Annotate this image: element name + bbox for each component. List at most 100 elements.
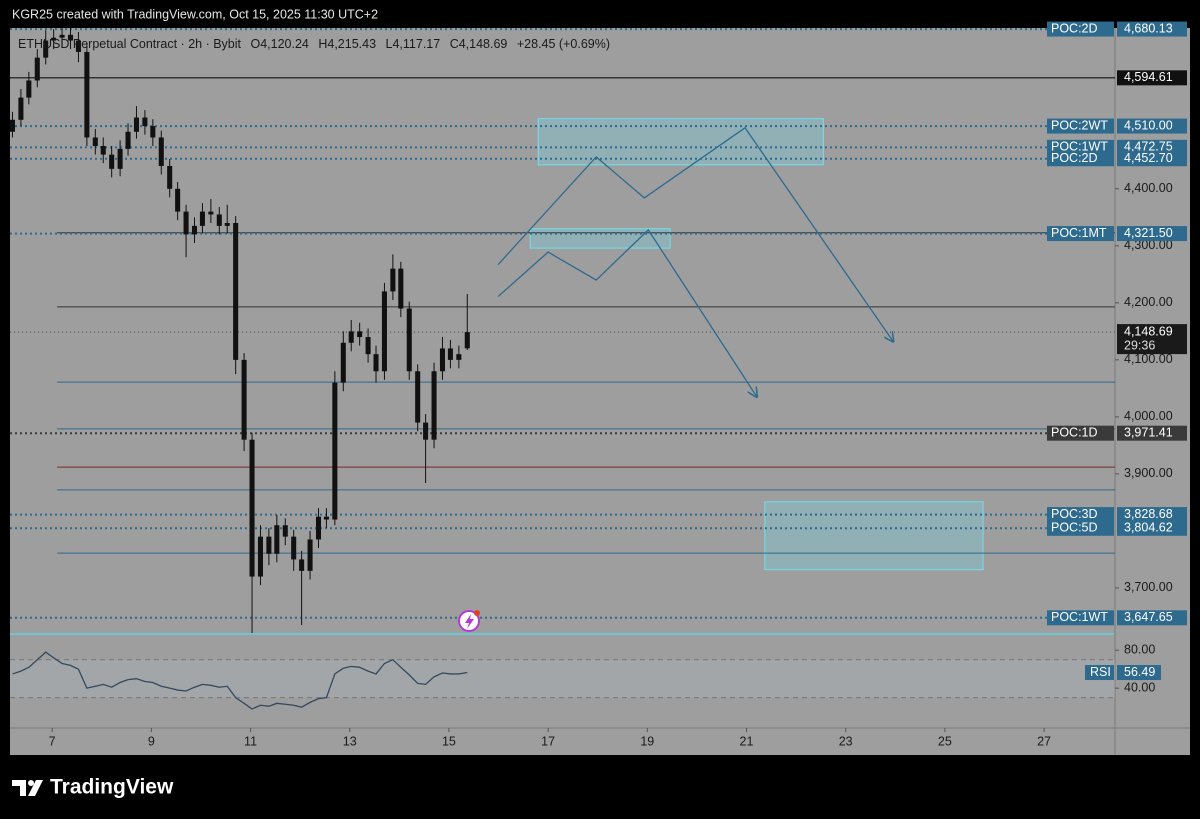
y-tick-label: 4,400.00: [1124, 181, 1173, 195]
x-tick-label: 13: [343, 734, 357, 748]
level-value: 3,647.65: [1124, 610, 1173, 624]
main-pane: [10, 28, 1115, 633]
candle-body: [67, 34, 74, 41]
y-tick-label: 4,200.00: [1124, 295, 1173, 309]
legend-low: L4,117.17: [386, 37, 441, 51]
x-tick-label: 23: [839, 734, 853, 748]
candle-body: [464, 332, 470, 349]
legend-open: O4,120.24: [250, 37, 308, 51]
x-tick-label: 15: [442, 734, 456, 748]
candle-body: [456, 354, 462, 360]
candle-body: [299, 559, 305, 571]
level-name: POC:2D: [1051, 151, 1098, 165]
level-value-box: [1117, 507, 1187, 523]
candle-body: [323, 516, 329, 520]
rsi-pane: [10, 651, 1115, 710]
candle-body: [216, 214, 222, 226]
candle-body: [175, 188, 181, 212]
candle-body: [133, 117, 139, 132]
level-name: POC:1WT: [1051, 610, 1108, 624]
rsi-line: [12, 651, 468, 710]
level-value: 4,472.75: [1124, 140, 1173, 154]
candle-body: [340, 342, 346, 383]
level-value-box: [1117, 118, 1187, 134]
projection: [497, 228, 757, 397]
candle-body: [373, 354, 379, 372]
candle-body: [208, 211, 214, 215]
level-name-box: [1047, 610, 1114, 626]
level-name-box: [1047, 151, 1114, 167]
candle-body: [167, 165, 173, 189]
zone: [764, 501, 984, 571]
countdown: 29:36: [1124, 338, 1155, 352]
level-name-box: [1047, 21, 1114, 37]
level-name: POC:1D: [1051, 425, 1098, 439]
y-tick-label: 4,100.00: [1124, 352, 1173, 366]
brand-logo: [12, 780, 43, 796]
x-tick-label: 7: [49, 734, 56, 748]
level-value-box: [1117, 21, 1187, 37]
candle-body: [100, 146, 106, 155]
candle-body: [282, 525, 288, 537]
x-tick-label: 27: [1037, 734, 1051, 748]
rsi-value: 56.49: [1124, 665, 1155, 679]
candle-body: [10, 119, 16, 132]
candle-body: [406, 308, 412, 372]
x-tick-label: 21: [740, 734, 754, 748]
projection: [497, 126, 893, 342]
level-name: POC:2D: [1051, 21, 1098, 35]
level-name: POC:3D: [1051, 507, 1098, 521]
candle-body: [447, 348, 453, 360]
candle-body: [59, 34, 65, 38]
level-value-box: [1117, 139, 1187, 155]
level-value: 3,828.68: [1124, 507, 1173, 521]
level-value-box: [1117, 70, 1187, 86]
rsi-value-box: [1117, 665, 1161, 681]
level-value: 4,452.70: [1124, 151, 1173, 165]
candle-body: [381, 291, 387, 372]
candle-body: [150, 126, 156, 138]
candle-body: [257, 536, 263, 577]
level-value-box: [1117, 151, 1187, 167]
candle-body: [249, 439, 255, 577]
level-value-box: [1117, 226, 1187, 242]
rsi-y-tick-label: 40.00: [1124, 680, 1155, 694]
candle-body: [75, 40, 81, 52]
candle-body: [92, 137, 98, 147]
rsi-y-tick-label: 80.00: [1124, 643, 1155, 657]
level-value: 4,680.13: [1124, 21, 1173, 35]
candle-body: [191, 225, 198, 235]
level-value-box: [1117, 425, 1187, 441]
candle-body: [84, 51, 90, 138]
level-name: POC:2WT: [1051, 118, 1108, 132]
level-name-box: [1047, 226, 1114, 242]
level-name-box: [1047, 520, 1114, 536]
candle-body: [51, 37, 57, 41]
level-name-box: [1047, 118, 1114, 134]
rsi-band: [10, 659, 1115, 698]
current-price-label: 4,148.69: [1124, 324, 1173, 338]
candle-body: [183, 211, 189, 235]
rsi-name: RSI: [1090, 665, 1111, 679]
candle-body: [117, 148, 123, 169]
candle-body: [199, 211, 205, 226]
level-value-box: [1117, 520, 1187, 536]
candle-body: [34, 57, 40, 81]
brand-name: TradingView: [50, 776, 174, 799]
level-value: 3,971.41: [1124, 425, 1173, 439]
candle-body: [125, 131, 131, 149]
x-tick-label: 19: [640, 734, 654, 748]
legend-change: +28.45 (+0.69%): [517, 37, 610, 51]
x-tick-label: 9: [148, 734, 155, 748]
candle-body: [266, 536, 272, 554]
candle-body: [224, 223, 230, 226]
candle-body: [415, 371, 421, 423]
y-tick-label: 4,300.00: [1124, 238, 1173, 252]
candle-body: [142, 117, 148, 127]
level-name: POC:1MT: [1051, 226, 1107, 240]
header-text: KGR25 created with TradingView.com, Oct …: [12, 7, 378, 21]
level-value: 4,594.61: [1124, 70, 1173, 84]
symbol: ETHUSD Perpetual Contract · 2h · Bybit: [18, 37, 242, 51]
legend-high: H4,215.43: [318, 37, 376, 51]
alert-icon: [458, 610, 480, 632]
